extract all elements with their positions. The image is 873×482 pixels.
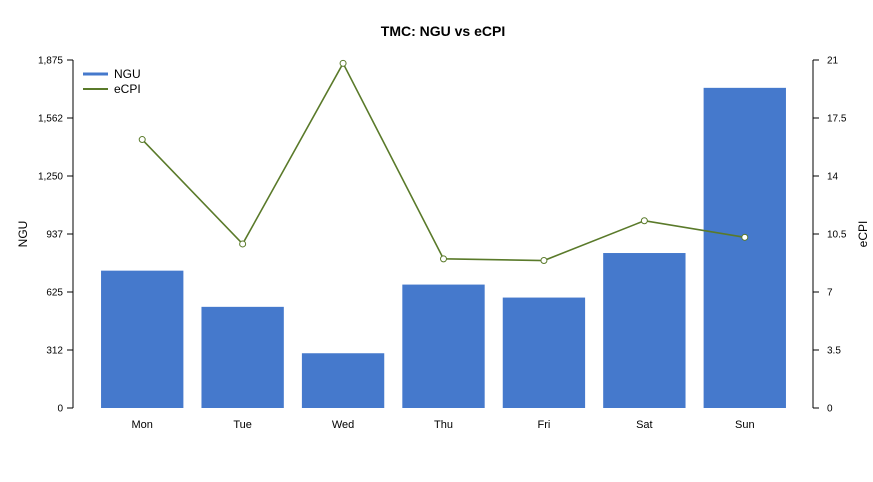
ecpi-point-mon bbox=[138, 136, 146, 144]
ecpi-point-thu bbox=[440, 255, 447, 263]
legend-label-ecpi: eCPI bbox=[114, 82, 141, 96]
left-tick-label: 937 bbox=[46, 230, 63, 241]
bar-sat bbox=[603, 253, 686, 408]
category-labels: Mon Tue Wed Thu Fri Sat Sun bbox=[132, 419, 755, 431]
category-label: Wed bbox=[332, 419, 354, 431]
right-tick-label: 0 bbox=[827, 404, 833, 415]
left-y-axis: 0 312 625 937 1,250 1,562 1,875 bbox=[38, 56, 74, 415]
ecpi-point-tue bbox=[239, 240, 247, 248]
ecpi-point-sun bbox=[741, 233, 749, 241]
bar-wed bbox=[301, 353, 385, 408]
bar-thu bbox=[402, 284, 485, 408]
category-label: Sat bbox=[636, 419, 653, 431]
right-axis-title: eCPI bbox=[856, 221, 870, 248]
left-tick-label: 1,250 bbox=[38, 172, 63, 183]
left-tick-label: 1,562 bbox=[38, 114, 63, 125]
right-tick-label: 14 bbox=[827, 172, 839, 183]
chart-title: TMC: NGU vs eCPI bbox=[381, 23, 505, 39]
right-tick-label: 21 bbox=[827, 56, 839, 67]
left-axis-title: NGU bbox=[16, 221, 30, 248]
bar-mon bbox=[101, 270, 184, 408]
bar-fri bbox=[502, 297, 586, 408]
legend-label-ngu: NGU bbox=[114, 67, 141, 81]
bar-series bbox=[101, 87, 786, 408]
category-label: Fri bbox=[538, 419, 551, 431]
ecpi-point-wed bbox=[339, 59, 347, 67]
category-label: Sun bbox=[735, 419, 755, 431]
right-tick-label: 17.5 bbox=[827, 114, 847, 125]
line-series bbox=[138, 59, 749, 265]
bar-tue bbox=[201, 306, 284, 408]
right-y-axis: 0 3.5 7 10.5 14 17.5 21 bbox=[812, 56, 847, 415]
left-tick-label: 1,875 bbox=[38, 56, 63, 67]
legend: NGU eCPI bbox=[83, 67, 141, 96]
left-tick-label: 625 bbox=[46, 288, 63, 299]
ecpi-point-fri bbox=[540, 257, 548, 265]
left-tick-label: 0 bbox=[57, 404, 63, 415]
bar-sun bbox=[703, 87, 786, 408]
left-tick-label: 312 bbox=[46, 346, 63, 357]
ecpi-point-sat bbox=[640, 217, 648, 225]
category-label: Mon bbox=[132, 419, 153, 431]
right-tick-label: 10.5 bbox=[827, 230, 847, 241]
category-label: Thu bbox=[434, 419, 453, 431]
right-tick-label: 3.5 bbox=[827, 346, 841, 357]
category-label: Tue bbox=[233, 419, 252, 431]
right-tick-label: 7 bbox=[827, 288, 833, 299]
ecpi-line bbox=[141, 61, 745, 262]
